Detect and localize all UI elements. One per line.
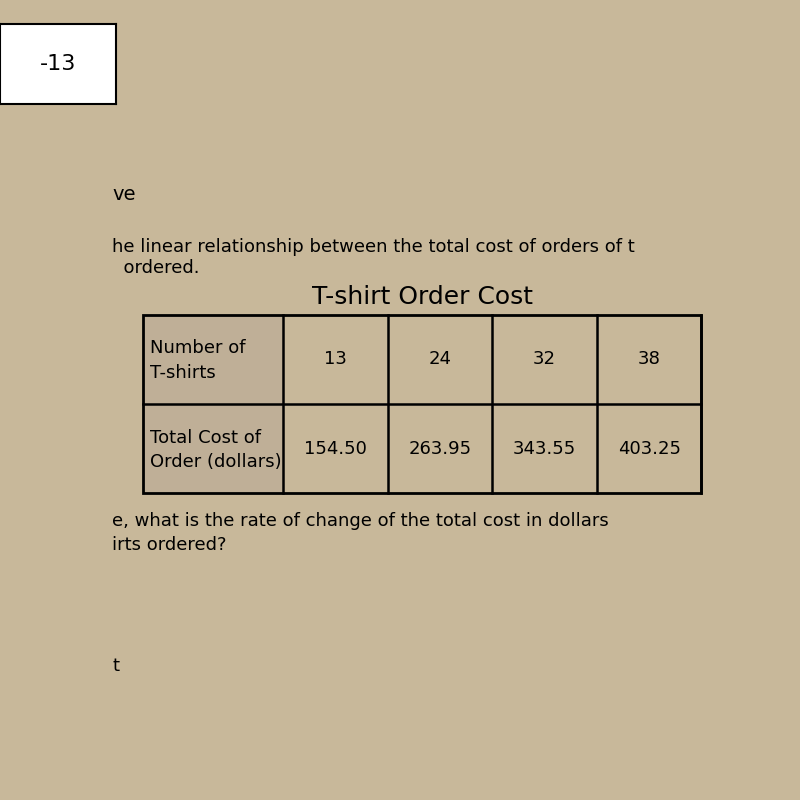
Text: t: t: [112, 657, 119, 675]
Text: 263.95: 263.95: [408, 440, 471, 458]
Text: Order (dollars): Order (dollars): [150, 454, 282, 471]
Text: Total Cost of: Total Cost of: [150, 429, 261, 446]
Bar: [143, 404, 283, 494]
Text: irts ordered?: irts ordered?: [112, 537, 227, 554]
Text: 32: 32: [533, 350, 556, 368]
Text: 38: 38: [638, 350, 661, 368]
Bar: [143, 314, 702, 494]
Text: he linear relationship between the total cost of orders of t: he linear relationship between the total…: [112, 238, 635, 256]
Text: e, what is the rate of change of the total cost in dollars: e, what is the rate of change of the tot…: [112, 512, 609, 530]
Bar: [143, 314, 283, 404]
Text: Number of: Number of: [150, 339, 245, 358]
Text: 343.55: 343.55: [513, 440, 576, 458]
Text: 403.25: 403.25: [618, 440, 681, 458]
Text: T-shirts: T-shirts: [150, 364, 215, 382]
Text: -13: -13: [40, 54, 76, 74]
Text: 24: 24: [428, 350, 451, 368]
Text: ve: ve: [112, 186, 136, 204]
Text: T-shirt Order Cost: T-shirt Order Cost: [312, 285, 533, 309]
Text: 154.50: 154.50: [304, 440, 366, 458]
Text: ordered.: ordered.: [112, 259, 200, 278]
Text: 13: 13: [324, 350, 346, 368]
